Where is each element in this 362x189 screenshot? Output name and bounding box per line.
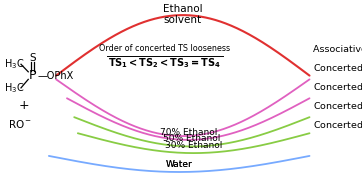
Text: Water: Water bbox=[166, 160, 193, 169]
Text: —OPhX: —OPhX bbox=[38, 71, 74, 81]
Text: 30% Ethanol: 30% Ethanol bbox=[165, 141, 222, 150]
Text: Order of concerted TS looseness: Order of concerted TS looseness bbox=[99, 44, 230, 53]
Text: S: S bbox=[29, 53, 36, 63]
Text: H$_3$C: H$_3$C bbox=[4, 81, 24, 95]
Text: Concerted TS$_3$: Concerted TS$_3$ bbox=[313, 82, 362, 94]
Text: RO$^-$: RO$^-$ bbox=[8, 118, 32, 130]
Text: 50% Ethanol: 50% Ethanol bbox=[163, 134, 220, 143]
Text: +: + bbox=[18, 99, 29, 112]
Text: 70% Ethanol: 70% Ethanol bbox=[160, 128, 217, 137]
Text: P: P bbox=[29, 69, 36, 82]
Text: H$_3$C: H$_3$C bbox=[4, 57, 24, 71]
Text: Water: Water bbox=[166, 160, 193, 169]
Text: Concerted TS$_2$: Concerted TS$_2$ bbox=[313, 101, 362, 113]
Text: Concerted TS$_1$: Concerted TS$_1$ bbox=[313, 119, 362, 132]
Text: Concerted TS$_4$: Concerted TS$_4$ bbox=[313, 63, 362, 75]
Text: Ethanol: Ethanol bbox=[163, 4, 203, 13]
Text: Associative TS: Associative TS bbox=[313, 45, 362, 54]
Text: $\mathbf{TS_1 < TS_2 < TS_3 = TS_4}$: $\mathbf{TS_1 < TS_2 < TS_3 = TS_4}$ bbox=[108, 56, 221, 70]
Text: solvent: solvent bbox=[164, 15, 202, 25]
